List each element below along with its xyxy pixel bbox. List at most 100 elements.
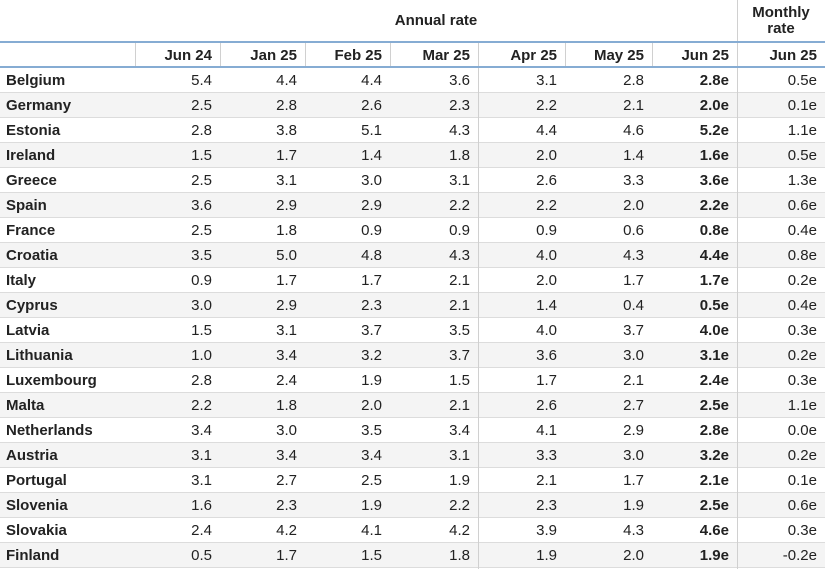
table-row bbox=[0, 468, 825, 493]
country-name: Slovenia bbox=[6, 497, 68, 514]
table-row bbox=[0, 543, 825, 568]
rate-value: 0.4 bbox=[623, 297, 644, 314]
rate-value: 1.7 bbox=[276, 272, 297, 289]
rate-value: -0.2e bbox=[782, 547, 817, 564]
group-header: Monthly rate bbox=[752, 4, 810, 37]
rate-value: 2.8e bbox=[699, 422, 729, 439]
rate-value: 1.7 bbox=[623, 472, 644, 489]
rate-value: 1.5 bbox=[191, 147, 212, 164]
column-header: Apr 25 bbox=[478, 43, 565, 67]
table-row bbox=[0, 518, 825, 543]
country-name: Belgium bbox=[6, 72, 66, 89]
rate-value: 3.7 bbox=[623, 322, 644, 339]
rate-value: 0.2e bbox=[787, 272, 817, 289]
rate-value: 2.2 bbox=[536, 97, 557, 114]
rate-value: 4.0e bbox=[699, 322, 729, 339]
rate-value: 0.1e bbox=[787, 472, 817, 489]
rate-value: 1.5 bbox=[191, 322, 212, 339]
rate-value: 4.1 bbox=[536, 422, 557, 439]
rate-value: 1.6e bbox=[699, 147, 729, 164]
country-name: France bbox=[6, 222, 56, 239]
rate-value: 2.3 bbox=[536, 497, 557, 514]
rate-value: 1.7 bbox=[536, 372, 557, 389]
rate-value: 1.8 bbox=[449, 147, 470, 164]
rate-value: 4.0 bbox=[536, 247, 557, 264]
table-row bbox=[0, 318, 825, 343]
rate-value: 2.9 bbox=[276, 197, 297, 214]
rate-value: 2.2 bbox=[536, 197, 557, 214]
rate-value: 3.5 bbox=[191, 247, 212, 264]
rate-value: 1.9e bbox=[699, 547, 729, 564]
rate-value: 3.1 bbox=[191, 447, 212, 464]
country-name: Italy bbox=[6, 272, 37, 289]
rate-value: 4.6e bbox=[699, 522, 729, 539]
rate-value: 3.0 bbox=[623, 447, 644, 464]
rate-value: 3.0 bbox=[361, 172, 382, 189]
rate-value: 0.5e bbox=[787, 147, 817, 164]
rate-value: 0.9 bbox=[361, 222, 382, 239]
country-name: Malta bbox=[6, 397, 45, 414]
rate-value: 2.3 bbox=[361, 297, 382, 314]
rate-value: 1.5 bbox=[361, 547, 382, 564]
rate-value: 0.3e bbox=[787, 522, 817, 539]
rate-value: 2.1 bbox=[623, 97, 644, 114]
table-row bbox=[0, 393, 825, 418]
group-header: Annual rate bbox=[394, 12, 478, 29]
rate-value: 3.4 bbox=[191, 422, 212, 439]
rate-value: 3.6 bbox=[536, 347, 557, 364]
rate-value: 0.2e bbox=[787, 347, 817, 364]
rate-value: 2.7 bbox=[623, 397, 644, 414]
rate-value: 3.1e bbox=[699, 347, 729, 364]
rate-value: 2.4 bbox=[276, 372, 297, 389]
rate-value: 3.0 bbox=[276, 422, 297, 439]
table-row bbox=[0, 368, 825, 393]
column-header: May 25 bbox=[565, 43, 652, 67]
table-row bbox=[0, 268, 825, 293]
rate-value: 4.3 bbox=[623, 247, 644, 264]
rate-value: 3.5 bbox=[361, 422, 382, 439]
rate-value: 4.1 bbox=[361, 522, 382, 539]
rate-value: 4.2 bbox=[449, 522, 470, 539]
rate-value: 3.1 bbox=[276, 172, 297, 189]
rate-value: 0.3e bbox=[787, 372, 817, 389]
rate-value: 0.2e bbox=[787, 447, 817, 464]
rate-value: 1.7e bbox=[699, 272, 729, 289]
rate-value: 2.4e bbox=[699, 372, 729, 389]
column-header: Jan 25 bbox=[220, 43, 305, 67]
rate-value: 2.8 bbox=[191, 372, 212, 389]
rate-value: 3.3 bbox=[536, 447, 557, 464]
rate-value: 2.2e bbox=[699, 197, 729, 214]
table-row bbox=[0, 118, 825, 143]
rate-value: 0.8e bbox=[787, 247, 817, 264]
rate-value: 2.0 bbox=[623, 547, 644, 564]
rate-value: 2.0 bbox=[623, 197, 644, 214]
rate-value: 4.0 bbox=[536, 322, 557, 339]
rate-value: 2.8e bbox=[699, 72, 729, 89]
rate-value: 1.9 bbox=[361, 497, 382, 514]
rate-value: 2.2 bbox=[191, 397, 212, 414]
rate-value: 3.2e bbox=[699, 447, 729, 464]
rate-value: 1.1e bbox=[787, 397, 817, 414]
rate-value: 3.1 bbox=[191, 472, 212, 489]
rate-value: 0.9 bbox=[536, 222, 557, 239]
rate-value: 2.1 bbox=[449, 272, 470, 289]
rate-value: 2.5 bbox=[191, 222, 212, 239]
country-name: Finland bbox=[6, 547, 60, 564]
rate-value: 3.1 bbox=[276, 322, 297, 339]
rate-value: 0.8e bbox=[699, 222, 729, 239]
rate-value: 1.1e bbox=[787, 122, 817, 139]
rate-value: 0.3e bbox=[787, 322, 817, 339]
rate-value: 4.3 bbox=[623, 522, 644, 539]
country-name: Germany bbox=[6, 97, 72, 114]
table-row bbox=[0, 168, 825, 193]
rate-value: 2.5 bbox=[361, 472, 382, 489]
country-name: Netherlands bbox=[6, 422, 93, 439]
header-rule bbox=[0, 41, 825, 43]
rate-value: 1.8 bbox=[276, 397, 297, 414]
rate-value: 2.6 bbox=[536, 397, 557, 414]
country-name: Austria bbox=[6, 447, 58, 464]
rate-value: 2.0 bbox=[361, 397, 382, 414]
rate-value: 2.5e bbox=[699, 497, 729, 514]
country-name: Greece bbox=[6, 172, 57, 189]
